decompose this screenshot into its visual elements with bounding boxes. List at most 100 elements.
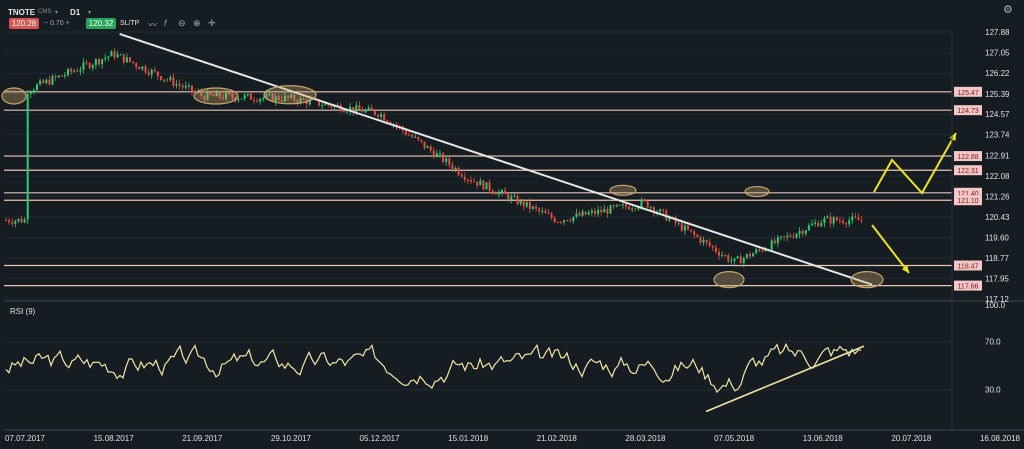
candle-body — [773, 240, 776, 244]
candle-body — [60, 75, 63, 77]
candle-body — [218, 92, 221, 98]
candle-body — [346, 111, 348, 113]
candle-body — [724, 255, 727, 257]
symbol-dropdown-icon[interactable]: ▾ — [55, 10, 59, 16]
candle-body — [739, 256, 742, 264]
zoom-in-icon[interactable]: ⊕ — [193, 18, 201, 28]
candle-body — [209, 91, 212, 95]
candle-body — [361, 109, 364, 113]
candle-body — [510, 196, 513, 201]
candle-body — [702, 239, 705, 243]
candle-body — [730, 260, 733, 262]
candle-body — [755, 249, 758, 254]
candle-body — [417, 136, 420, 140]
candlesticks — [5, 48, 863, 268]
candle-body — [308, 99, 311, 105]
candle-body — [646, 200, 649, 208]
candle-body — [544, 211, 547, 214]
candle-body — [752, 253, 755, 257]
candle-body — [172, 77, 175, 86]
candle-body — [265, 94, 268, 98]
candle-body — [135, 63, 138, 67]
candle-body — [479, 180, 482, 186]
candle-body — [451, 164, 454, 170]
candle-body — [532, 206, 534, 209]
y-tick-label: 121.26 — [985, 192, 1010, 201]
candle-body — [184, 85, 187, 88]
level-tag-label: 121.40 — [957, 191, 979, 198]
candle-body — [525, 201, 528, 207]
candle-body — [457, 167, 460, 175]
candle-body — [569, 220, 572, 222]
x-tick-label: 21.09.2017 — [182, 434, 223, 443]
candle-body — [696, 234, 699, 237]
candle-body — [234, 97, 237, 101]
zoom-out-icon[interactable]: ⊖ — [178, 18, 186, 28]
sell-button[interactable]: 120.28 — [9, 18, 39, 29]
candle-body — [851, 216, 854, 221]
candle-body — [541, 211, 544, 213]
crosshair-icon[interactable]: ✛ — [208, 18, 216, 28]
candle-body — [141, 66, 144, 70]
bullish-scenario-arrow — [873, 132, 957, 195]
candle-body — [494, 192, 497, 195]
candle-body — [203, 96, 206, 100]
y-tick-label: 122.91 — [985, 151, 1010, 160]
highlight-ellipse — [609, 184, 637, 196]
sl-tp-button[interactable]: SL/TP — [120, 20, 140, 27]
candle-body — [271, 94, 274, 102]
y-tick-label: 118.77 — [985, 254, 1009, 263]
candle-body — [439, 153, 441, 155]
spread-stepper[interactable]: − 0.70 + — [44, 20, 70, 27]
rsi-y-tick-label: 100.0 — [985, 301, 1006, 310]
candle-body — [807, 225, 810, 231]
candle-body — [129, 57, 131, 62]
candle-body — [501, 190, 503, 192]
candle-body — [845, 223, 848, 225]
symbol-name[interactable]: TNOTE — [8, 8, 36, 17]
candle-body — [73, 70, 76, 72]
candle-body — [91, 65, 94, 69]
candle-body — [820, 222, 823, 227]
candle-body — [463, 176, 466, 180]
candle-body — [798, 230, 801, 234]
candle-body — [538, 208, 541, 212]
candle-body — [280, 100, 283, 102]
candle-body — [23, 219, 26, 223]
candle-body — [485, 182, 488, 190]
rsi-y-tick-label: 30.0 — [985, 386, 1001, 395]
candle-body — [259, 98, 262, 102]
candle-body — [166, 79, 169, 81]
candle-body — [640, 200, 643, 208]
chart-toolbar: TNOTE CMS ▾ D1 ▾ 120.28 − 0.70 + 120.32 … — [0, 0, 1024, 32]
candle-body — [516, 195, 519, 205]
candle-body — [94, 59, 97, 66]
candle-body — [572, 216, 575, 221]
indicator-icon[interactable]: 𝑓 — [164, 18, 167, 28]
candle-body — [584, 211, 587, 215]
candle-body — [215, 92, 218, 97]
candle-body — [507, 194, 510, 201]
candle-body — [194, 91, 197, 93]
candle-body — [8, 220, 11, 223]
candle-body — [144, 66, 147, 73]
candle-body — [497, 191, 500, 195]
level-tag-label: 122.88 — [957, 154, 979, 161]
rsi-y-tick-label: 70.0 — [985, 337, 1001, 346]
candle-body — [770, 240, 773, 250]
candle-body — [835, 217, 838, 221]
highlight-ellipse — [263, 85, 317, 105]
candle-body — [358, 105, 361, 110]
buy-button[interactable]: 120.32 — [86, 18, 116, 29]
timeframe-select[interactable]: D1 — [70, 8, 81, 17]
candle-body — [125, 57, 128, 63]
line-chart-icon[interactable]: 〰 — [148, 20, 158, 30]
candle-body — [54, 76, 57, 78]
highlight-ellipse — [1, 87, 27, 105]
candle-body — [26, 93, 29, 220]
timeframe-dropdown-icon[interactable]: ▾ — [88, 10, 92, 16]
candle-body — [240, 98, 243, 100]
candle-body — [854, 216, 857, 218]
gear-icon[interactable]: ⚙ — [1003, 4, 1013, 16]
